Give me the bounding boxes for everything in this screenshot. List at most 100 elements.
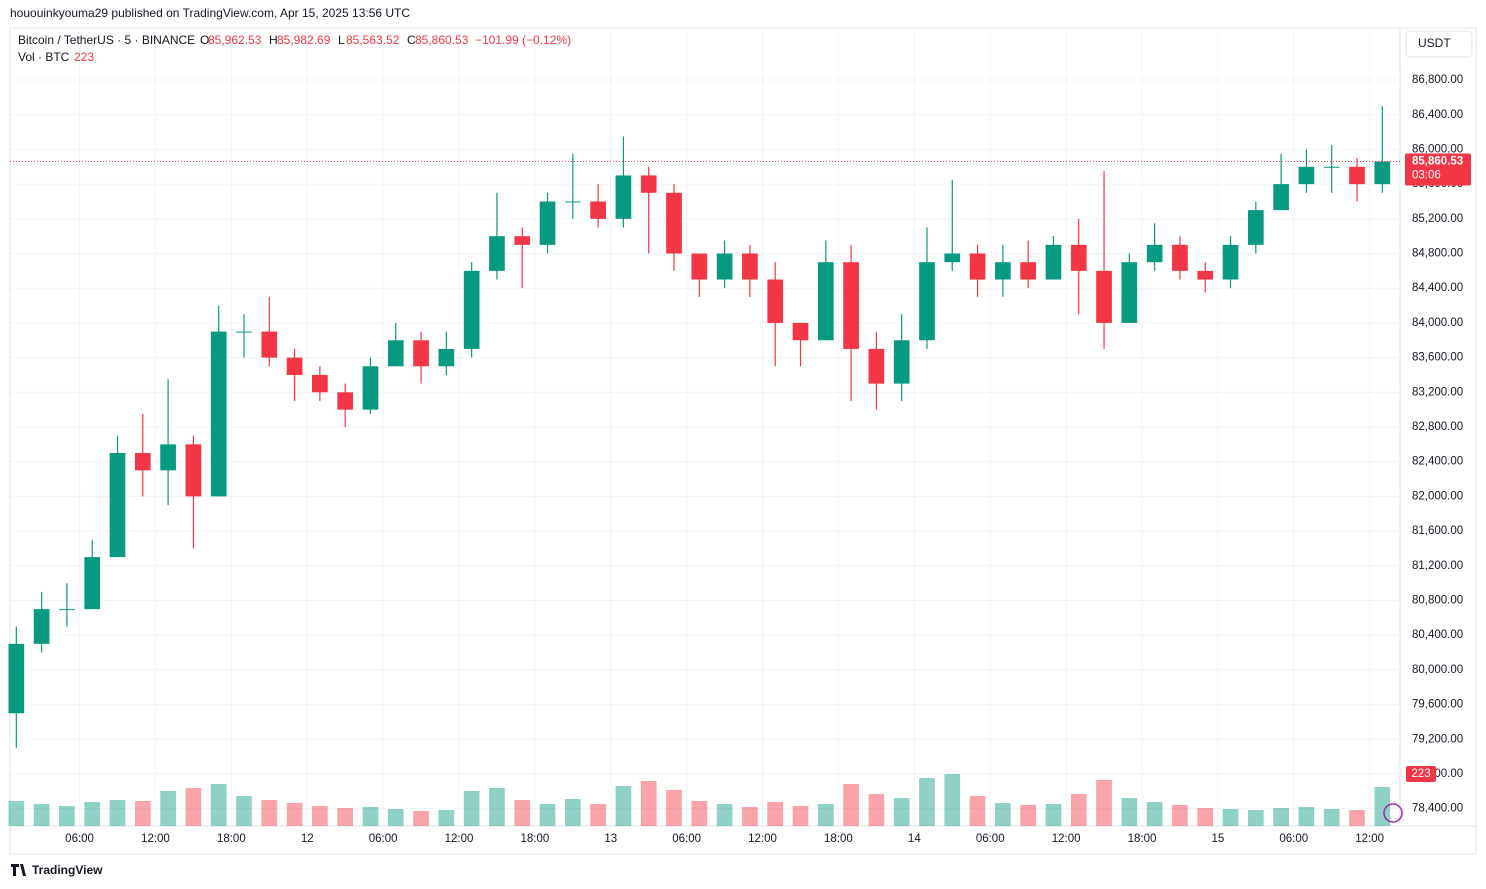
candle-body xyxy=(438,348,455,367)
y-tick-label: 79,200.00 xyxy=(1412,733,1463,745)
candle-body xyxy=(489,236,505,271)
candle-body xyxy=(1045,244,1062,280)
volume-bar xyxy=(236,796,252,826)
brand: TradingView xyxy=(32,863,103,877)
volume-bar xyxy=(413,811,429,826)
candle-body xyxy=(1323,166,1340,168)
currency[interactable]: USDT xyxy=(1418,36,1451,50)
volume-bar xyxy=(590,804,606,826)
volume-bar xyxy=(362,807,379,826)
legend-key: C xyxy=(407,33,416,47)
candle-body xyxy=(413,340,429,367)
currency-button[interactable] xyxy=(1405,30,1473,58)
volume-bar xyxy=(868,794,885,826)
y-tick-label: 86,800.00 xyxy=(1412,74,1463,86)
candles xyxy=(8,106,1391,748)
candle-body xyxy=(33,609,50,644)
last-volume-box xyxy=(1406,766,1436,782)
legend-key: O xyxy=(200,33,209,47)
candle-body xyxy=(1020,262,1036,280)
candle-body xyxy=(792,322,809,341)
symbol-title: Bitcoin / TetherUS · 5 · BINANCE xyxy=(18,33,195,47)
legend-value: 85,860.53 xyxy=(415,33,469,47)
volume-bar xyxy=(1374,787,1391,826)
volume-bar xyxy=(640,781,657,826)
y-tick-label: 83,600.00 xyxy=(1412,352,1463,364)
volume-bar xyxy=(1222,809,1239,826)
volume-bar xyxy=(1273,808,1289,826)
candle-body xyxy=(337,392,354,410)
grid: 78,400.0078,800.0079,200.0079,600.0080,0… xyxy=(10,28,1463,845)
volume-bar xyxy=(893,798,910,826)
volume-bar xyxy=(387,809,404,826)
candle-body xyxy=(893,340,910,384)
candle-body xyxy=(286,357,303,375)
candle-body xyxy=(84,557,101,610)
x-tick-label: 15 xyxy=(1211,833,1224,845)
candle-body xyxy=(716,253,733,280)
last-price-box xyxy=(1405,153,1471,186)
y-tick-label: 79,600.00 xyxy=(1412,699,1463,711)
volume-bar xyxy=(969,796,986,826)
candle-body xyxy=(1121,262,1138,323)
candle-body xyxy=(312,374,328,393)
candle-body xyxy=(1374,161,1391,185)
candle-body xyxy=(691,253,708,280)
candle-body xyxy=(362,366,379,410)
x-tick-label: 12 xyxy=(301,833,314,845)
logo xyxy=(11,864,26,876)
candle-body xyxy=(615,175,632,219)
volume-bar xyxy=(995,803,1011,826)
y-tick-label: 81,200.00 xyxy=(1412,560,1463,572)
y-tick-label: 85,200.00 xyxy=(1412,213,1463,225)
candle-body xyxy=(817,262,834,341)
y-tick-label: 84,800.00 xyxy=(1412,248,1463,260)
volume xyxy=(8,774,1391,826)
legend-key: L xyxy=(338,33,345,47)
ohlc-legend: O85,962.53 H 85,982.69 L 85,563.52 C 85,860.53… xyxy=(200,33,571,47)
y-tick-label: 84,000.00 xyxy=(1412,317,1463,329)
y-tick-label: 83,200.00 xyxy=(1412,386,1463,398)
volume-bar xyxy=(691,801,708,826)
last-price-label: 85,860.53 xyxy=(1412,156,1463,168)
x-tick-label: 18:00 xyxy=(520,833,549,845)
candle-body xyxy=(767,279,784,323)
y-tick-label: 86,400.00 xyxy=(1412,109,1463,121)
legend-key: H xyxy=(269,33,278,47)
candle-body xyxy=(1247,210,1264,245)
volume-bar xyxy=(843,784,859,826)
volume-bar xyxy=(615,786,632,826)
candle-body xyxy=(1096,270,1112,323)
volume-bar xyxy=(1146,802,1163,826)
volume-bar xyxy=(817,804,834,826)
volume-bar xyxy=(666,790,682,826)
candle-body xyxy=(1298,166,1315,185)
x-tick-label: 14 xyxy=(908,833,921,845)
candle-body xyxy=(868,348,885,384)
candle-body xyxy=(995,262,1011,280)
candle-body xyxy=(1146,244,1163,263)
legend-value: 85,982.69 xyxy=(277,33,331,47)
volume-bar xyxy=(1197,808,1214,826)
x-tick-label: 18:00 xyxy=(824,833,853,845)
publisher: hououinkyouma29 published on TradingView… xyxy=(10,6,410,20)
volume-bar xyxy=(1172,805,1188,826)
candle-body xyxy=(463,270,480,349)
volume-bar xyxy=(109,800,126,826)
volume-bar xyxy=(261,800,278,826)
volume-bar xyxy=(742,807,758,826)
volume-bar xyxy=(8,801,25,826)
alert-icon[interactable] xyxy=(1383,803,1403,823)
x-tick-label: 13 xyxy=(604,833,617,845)
volume-bar xyxy=(134,801,151,826)
candle-body xyxy=(514,236,531,245)
volume-bar xyxy=(1298,807,1315,826)
x-tick-label: 06:00 xyxy=(65,833,94,845)
volume-bar xyxy=(160,791,176,826)
volume-bar xyxy=(1045,804,1062,826)
volume-bar xyxy=(514,800,531,826)
candle-body xyxy=(210,331,227,497)
candle-body xyxy=(1070,244,1087,271)
volume-bar xyxy=(539,804,556,826)
